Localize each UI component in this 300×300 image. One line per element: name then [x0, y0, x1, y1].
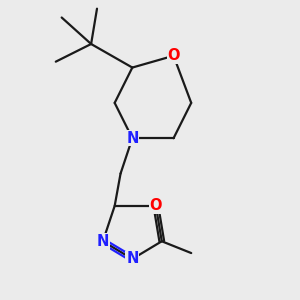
Text: N: N	[126, 131, 139, 146]
Text: N: N	[126, 251, 139, 266]
Text: O: O	[150, 198, 162, 213]
Text: O: O	[167, 48, 180, 63]
Text: N: N	[97, 234, 109, 249]
